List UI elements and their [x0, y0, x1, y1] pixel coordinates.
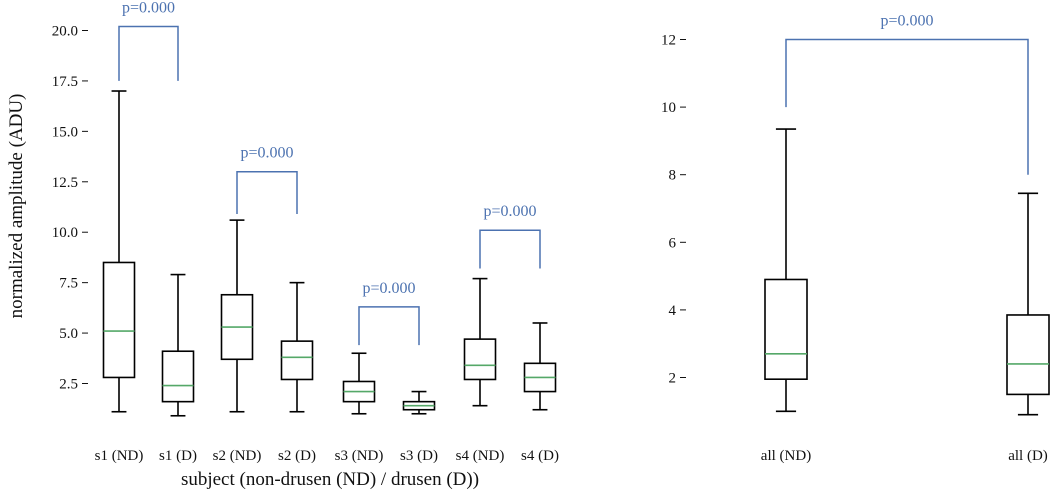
- p-value-label: p=0.000: [362, 280, 415, 297]
- y-tick-label: 15.0: [52, 124, 78, 140]
- p-value-label: p=0.000: [483, 203, 536, 220]
- x-tick-label: all (D): [1008, 448, 1048, 464]
- x-tick-label: s4 (ND): [456, 448, 505, 464]
- y-tick-label: 10.0: [52, 225, 78, 241]
- significance-bracket: [236, 170, 298, 215]
- y-tick-label: 4: [669, 303, 677, 319]
- box: [1006, 314, 1050, 396]
- y-tick-label: 5.0: [59, 326, 78, 342]
- p-value-label: p=0.000: [240, 145, 293, 162]
- y-tick-label: 20.0: [52, 24, 78, 40]
- y-tick-label: 8: [669, 168, 677, 184]
- y-tick-label: 12: [661, 33, 676, 49]
- x-axis-title: subject (non-drusen (ND) / drusen (D)): [181, 469, 479, 490]
- y-tick-label: 12.5: [52, 175, 78, 191]
- p-value-label: p=0.000: [122, 0, 175, 16]
- box: [280, 340, 314, 381]
- box: [764, 278, 808, 380]
- x-tick-label: s1 (ND): [95, 448, 144, 464]
- x-tick-label: s1 (D): [159, 448, 197, 464]
- y-tick-label: 6: [669, 235, 677, 251]
- y-tick-label: 7.5: [59, 276, 78, 292]
- x-tick-label: s3 (D): [400, 448, 438, 464]
- significance-bracket: [785, 38, 1029, 175]
- y-tick-label: 17.5: [52, 74, 78, 90]
- x-tick-label: s4 (D): [521, 448, 559, 464]
- x-tick-label: s2 (ND): [213, 448, 262, 464]
- y-tick-label: 10: [661, 100, 676, 116]
- x-tick-label: s2 (D): [278, 448, 316, 464]
- x-tick-label: s3 (ND): [335, 448, 384, 464]
- box: [102, 261, 136, 379]
- p-value-label: p=0.000: [880, 13, 933, 30]
- significance-bracket: [358, 306, 420, 346]
- box: [463, 338, 497, 381]
- y-tick-label: 2.5: [59, 377, 78, 393]
- significance-bracket: [118, 25, 179, 81]
- box: [161, 350, 195, 403]
- y-tick-label: 2: [669, 371, 677, 387]
- x-tick-label: all (ND): [761, 448, 811, 464]
- significance-bracket: [479, 229, 541, 269]
- y-axis-title: normalized amplitude (ADU): [6, 94, 27, 319]
